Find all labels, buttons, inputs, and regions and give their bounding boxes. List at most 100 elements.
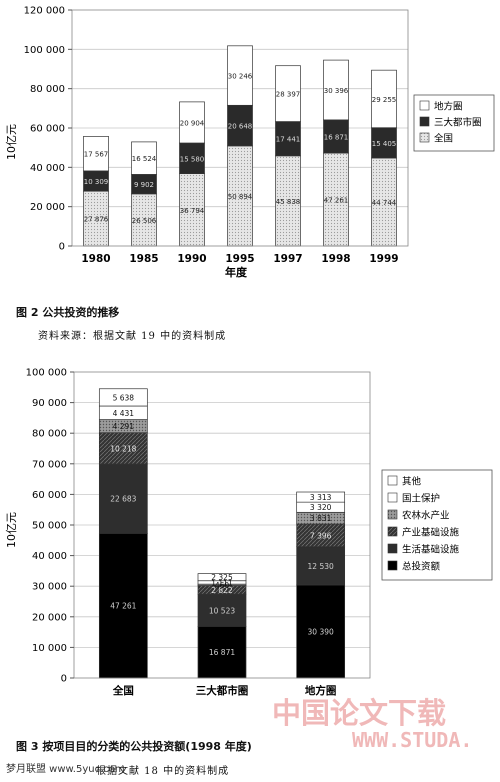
bar-segment [296, 491, 346, 503]
data-label: 45 838 [276, 198, 301, 206]
y-axis-label: 10亿元 [5, 124, 18, 160]
data-label: 2 822 [211, 586, 233, 595]
y-tick-label: 20 000 [32, 612, 67, 623]
data-label: 17 441 [276, 136, 301, 144]
legend-entry: 生活基础设施 [402, 544, 460, 556]
watermark-url: WWW.STUDA. [352, 728, 473, 752]
x-tick-label: 三大都市圈 [196, 684, 249, 697]
x-tick-label: 1985 [129, 253, 158, 265]
y-tick-label: 70 000 [32, 459, 67, 470]
bar-segment [98, 388, 148, 407]
data-label: 17 567 [84, 151, 109, 159]
data-label: 460 [215, 581, 230, 590]
bar-segment [323, 119, 349, 154]
data-label: 29 255 [372, 96, 397, 104]
data-label: 16 524 [132, 155, 157, 163]
figure-2-source: 资料来源：根据文献 19 中的资料制成 [38, 331, 227, 342]
legend-swatch [387, 526, 398, 537]
bar-segment [275, 121, 301, 157]
y-tick-label: 40 000 [32, 551, 67, 562]
data-label: 30 390 [308, 628, 334, 637]
data-label: 26 506 [132, 217, 157, 225]
bar-segment [275, 155, 301, 247]
data-label: 20 904 [180, 119, 205, 127]
data-label: 16 871 [324, 133, 349, 141]
data-label: 20 648 [228, 123, 253, 131]
figure-3-caption: 图 3 按项目目的分类的公共投资额(1998 年度) [16, 740, 252, 753]
x-tick-label: 1990 [177, 253, 206, 265]
chart-investment-by-purpose: 47 261 22 683 10 218 4 291 4 431 5 638 16 871 1… [5, 368, 493, 697]
data-label: 47 261 [324, 197, 349, 205]
data-label: 1 111 [211, 578, 233, 587]
data-label: 10 218 [110, 444, 136, 453]
legend-entry: 三大都市圈 [434, 117, 482, 129]
legend-entry: 总投资额 [402, 561, 441, 573]
data-label: 3 313 [310, 493, 332, 502]
data-label: 44 744 [372, 199, 397, 207]
x-tick-label: 1998 [321, 253, 350, 265]
y-tick-label: 80 000 [32, 429, 67, 440]
data-label: 10 309 [84, 178, 109, 186]
x-tick-label: 全国 [112, 684, 134, 697]
data-label: 12 530 [308, 562, 334, 571]
x-tick-label: 1997 [273, 253, 302, 265]
data-label: 50 894 [228, 193, 253, 201]
x-tick-label: 1980 [81, 253, 110, 265]
data-label: 15 405 [372, 140, 397, 148]
data-label: 30 246 [228, 73, 253, 81]
legend-entry: 农林水产业 [402, 510, 450, 522]
bar-segment [131, 193, 157, 247]
data-label: 5 638 [113, 393, 135, 402]
data-label: 15 580 [180, 155, 205, 163]
bar-segment [98, 432, 148, 465]
data-label: 7 396 [310, 531, 332, 540]
y-tick-label: 80 000 [30, 84, 65, 95]
y-tick-label: 50 000 [32, 521, 67, 532]
bar-segment [131, 141, 157, 175]
bar-segment [179, 173, 205, 247]
legend-swatch [387, 543, 398, 554]
data-label: 47 261 [110, 602, 136, 611]
bar-segment [275, 65, 301, 122]
data-label: 9 902 [134, 181, 154, 189]
y-tick-label: 30 000 [32, 582, 67, 593]
y-tick-label: 60 000 [30, 124, 65, 135]
figure-3-source: 根据文献 18 中的资料制成 [96, 766, 230, 777]
watermark-corner: 梦月联盟 www.5yuc.com [6, 764, 125, 775]
legend-swatch [387, 492, 398, 503]
y-tick-label: 40 000 [30, 163, 65, 174]
data-label: 10 523 [209, 606, 235, 615]
bar-segment [83, 136, 109, 172]
legend-swatch [387, 475, 398, 486]
bar-segment [227, 45, 253, 106]
data-label: 27 876 [84, 216, 109, 224]
y-tick-label: 20 000 [30, 202, 65, 213]
chart-public-investment-trend: 27 876 10 309 17 567 26 506 9 902 16 524 36 79… [5, 6, 495, 279]
y-axis-label: 10亿元 [5, 512, 18, 548]
data-label: 3 831 [310, 514, 332, 523]
legend-swatch [419, 116, 430, 127]
figure-2-caption: 图 2 公共投资的推移 [16, 306, 120, 319]
bar-segment [296, 584, 346, 679]
legend-entry: 全国 [434, 133, 453, 145]
y-tick-label: 0 [61, 674, 67, 685]
legend-swatch [387, 509, 398, 520]
bar-segment [179, 101, 205, 144]
legend-entry: 地方圈 [434, 101, 463, 113]
x-tick-label: 1999 [369, 253, 398, 265]
y-tick-label: 100 000 [24, 45, 65, 56]
y-tick-label: 90 000 [32, 398, 67, 409]
bar-segment [83, 190, 109, 247]
data-label: 4 291 [113, 422, 135, 431]
legend-entry: 产业基础设施 [402, 527, 460, 539]
x-tick-label: 1995 [225, 253, 254, 265]
data-label: 4 431 [113, 409, 135, 418]
y-tick-label: 60 000 [32, 490, 67, 501]
data-label: 28 397 [276, 91, 301, 99]
data-label: 36 794 [180, 207, 205, 215]
bar-segment [296, 546, 346, 586]
data-label: 16 871 [209, 648, 235, 657]
x-axis-label: 年度 [225, 265, 248, 279]
bar-segment [323, 59, 349, 121]
